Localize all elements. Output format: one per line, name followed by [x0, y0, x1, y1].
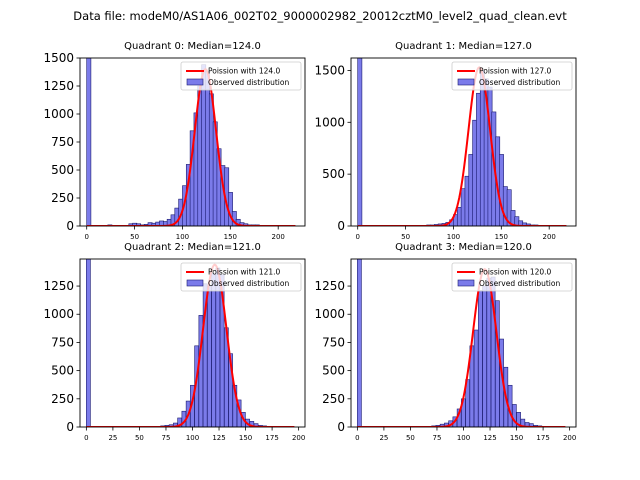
quadrant-3-histogram-bar — [495, 300, 500, 427]
quadrant-3-histogram-bar — [478, 290, 483, 427]
quadrant-1-x-tick-label: 200 — [543, 233, 556, 241]
quadrant-0-y-tick-label: 250 — [51, 191, 74, 205]
quadrant-2-x-tick-label: 25 — [108, 434, 117, 442]
quadrant-0-legend-curve-label: Poission with 124.0 — [208, 67, 281, 76]
quadrant-0-y-tick-label: 750 — [51, 135, 74, 149]
quadrant-3-y-tick-label: 750 — [322, 335, 345, 349]
quadrant-3-histogram-bar — [357, 259, 362, 427]
quadrant-3-y-tick-label: 500 — [322, 364, 345, 378]
quadrant-3-legend-bar-label: Observed distribution — [479, 279, 560, 288]
quadrant-3-panel: Quadrant 3: Median=120.00250500750100012… — [314, 242, 577, 442]
quadrant-2-x-tick-label: 175 — [265, 434, 278, 442]
quadrant-1-legend-bar-label: Observed distribution — [479, 78, 560, 87]
quadrant-3-x-tick-label: 150 — [510, 434, 523, 442]
quadrant-0-legend-bar-label: Observed distribution — [208, 78, 289, 87]
quadrant-2-x-tick-label: 50 — [135, 434, 144, 442]
quadrant-2-y-tick-label: 0 — [66, 420, 74, 434]
quadrant-3-x-tick-label: 50 — [406, 434, 415, 442]
quadrant-2-legend-bar-swatch — [186, 279, 204, 287]
quadrant-2-y-tick-label: 1000 — [43, 307, 74, 321]
quadrant-1-y-tick-label: 0 — [337, 219, 345, 233]
quadrant-0-legend-bar-swatch — [186, 78, 204, 86]
quadrant-0-x-tick-label: 0 — [84, 233, 88, 241]
quadrant-0-y-tick-label: 0 — [66, 219, 74, 233]
quadrant-3-x-tick-label: 175 — [536, 434, 549, 442]
figure-suptitle: Data file: modeM0/AS1A06_002T02_90000029… — [73, 9, 567, 23]
quadrant-3-x-tick-label: 75 — [433, 434, 442, 442]
quadrant-0-x-tick-label: 150 — [224, 233, 237, 241]
quadrant-1-legend-curve-label: Poission with 127.0 — [479, 67, 552, 76]
quadrant-1-histogram-bar — [357, 58, 363, 226]
quadrant-1-x-tick-label: 150 — [495, 233, 508, 241]
quadrant-3-histogram-bar — [486, 277, 492, 427]
quadrant-1-legend-bar-swatch — [457, 78, 475, 86]
quadrant-0-title: Quadrant 0: Median=124.0 — [124, 41, 261, 52]
quadrant-2-histogram-bar — [207, 285, 212, 427]
quadrant-2-histogram-bar — [215, 267, 221, 427]
quadrant-1-y-tick-label: 1000 — [314, 115, 345, 129]
quadrant-1-panel: Quadrant 1: Median=127.0 0 500 1000 1500 0 50 1… — [314, 41, 577, 241]
quadrant-2-x-tick-label: 125 — [212, 434, 225, 442]
quadrant-2-x-tick-label: 150 — [239, 434, 252, 442]
quadrant-3-x-tick-label: 200 — [563, 434, 576, 442]
quadrant-3-y-tick-label: 1000 — [314, 307, 345, 321]
quadrant-2-y-tick-label: 250 — [51, 392, 74, 406]
quadrant-0-x-tick-label: 200 — [272, 233, 285, 241]
quadrant-2-x-tick-label: 100 — [186, 434, 199, 442]
quadrant-1-x-tick-label: 0 — [355, 233, 359, 241]
quadrant-3-legend-curve-label: Poission with 120.0 — [479, 268, 552, 277]
quadrant-3-plot-area — [357, 259, 566, 427]
quadrant-2-x-tick-label: 200 — [292, 434, 305, 442]
quadrant-0-y-tick-label: 1500 — [43, 51, 74, 65]
quadrant-2-legend-box — [180, 262, 302, 292]
quadrant-1-title: Quadrant 1: Median=127.0 — [395, 41, 532, 52]
quadrant-2-y-tick-label: 1250 — [43, 279, 74, 293]
quadrant-2-histogram-bar — [86, 259, 91, 427]
quadrant-0-y-tick-label: 1000 — [43, 107, 74, 121]
quadrant-2-y-tick-label: 750 — [51, 335, 74, 349]
quadrant-2-x-tick-label: 75 — [162, 434, 171, 442]
quadrant-3-y-tick-label: 1250 — [314, 279, 345, 293]
quadrant-2-histogram-bar — [211, 273, 216, 427]
quadrant-1-y-tick-label: 1500 — [314, 63, 345, 77]
quadrant-3-legend-bar-swatch — [457, 279, 475, 287]
quadrant-3-histogram-bar — [482, 285, 487, 427]
quadrant-1-poisson-curve — [357, 66, 567, 226]
quadrant-0-legend-box — [180, 61, 302, 91]
quadrant-2-plot-area — [86, 259, 295, 427]
quadrant-0-poisson-curve — [86, 68, 296, 226]
quadrant-1-legend-box — [451, 61, 573, 91]
quadrant-3-x-tick-label: 0 — [355, 434, 359, 442]
quadrant-0-histogram-bar — [86, 58, 92, 226]
quadrant-3-legend-box — [451, 262, 573, 292]
quadrant-2-x-tick-label: 0 — [84, 434, 88, 442]
quadrant-1-x-tick-label: 50 — [401, 233, 410, 241]
quadrant-3-x-tick-label: 25 — [379, 434, 388, 442]
quadrant-0-panel: Quadrant 0: Median=124.00250500750100012… — [43, 41, 306, 241]
quadrant-3-y-tick-label: 250 — [322, 392, 345, 406]
quadrant-3-poisson-curve — [357, 267, 566, 427]
quadrant-2-legend-curve-label: Poission with 121.0 — [208, 268, 281, 277]
quadrant-3-title: Quadrant 3: Median=120.0 — [395, 242, 532, 253]
quadrant-3-x-tick-label: 100 — [457, 434, 470, 442]
quadrant-2-panel: Quadrant 2: Median=121.00250500750100012… — [43, 242, 306, 442]
quadrant-2-y-tick-label: 500 — [51, 364, 74, 378]
quadrant-1-x-tick-label: 100 — [447, 233, 460, 241]
quadrant-0-y-tick-label: 500 — [51, 163, 74, 177]
quadrant-0-y-tick-label: 1250 — [43, 79, 74, 93]
quadrant-1-axes-frame — [350, 57, 577, 227]
quadrant-0-x-tick-label: 100 — [176, 233, 189, 241]
quadrant-0-x-tick-label: 50 — [130, 233, 139, 241]
quadrant-2-legend-bar-label: Observed distribution — [208, 279, 289, 288]
quadrant-2-title: Quadrant 2: Median=121.0 — [124, 242, 261, 253]
quadrant-3-y-tick-label: 0 — [337, 420, 345, 434]
quadrant-0-plot-area — [86, 58, 296, 226]
quadrant-1-y-tick-label: 500 — [322, 167, 345, 181]
quadrant-3-histogram-bar — [473, 329, 479, 427]
quadrant-3-x-tick-label: 125 — [483, 434, 496, 442]
